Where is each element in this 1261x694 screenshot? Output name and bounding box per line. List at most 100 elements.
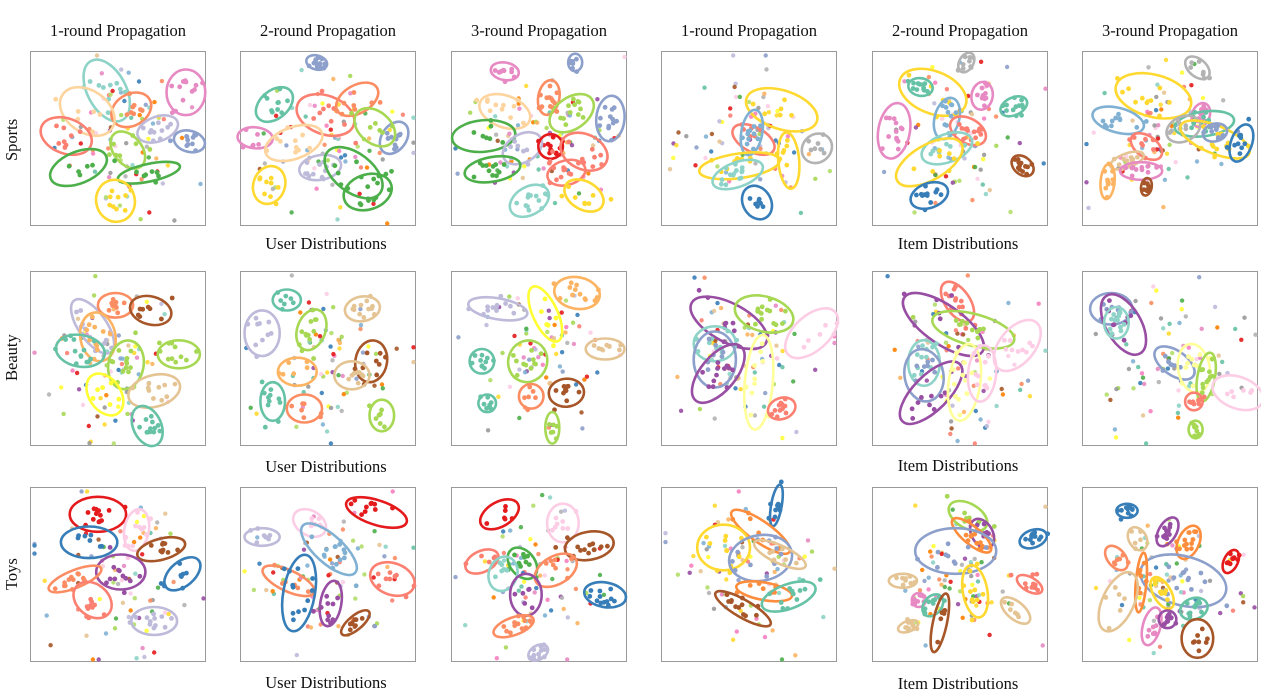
cluster-point (492, 68, 498, 73)
cluster-point (730, 559, 735, 564)
data-point (307, 102, 313, 108)
cluster-point (101, 85, 106, 90)
cluster-point (1139, 167, 1145, 173)
cluster-point (1184, 546, 1190, 552)
cluster-point (937, 148, 942, 153)
cluster-point (975, 335, 981, 341)
data-point (152, 99, 157, 105)
cluster-point (956, 396, 961, 402)
cluster-ellipse (94, 178, 137, 224)
data-point (948, 419, 954, 424)
cluster-ellipse (464, 548, 500, 575)
cluster-point (575, 112, 581, 117)
cluster-point (471, 174, 477, 180)
data-point (139, 177, 144, 182)
data-point (588, 330, 593, 335)
data-point (981, 116, 987, 121)
cluster-point (525, 204, 530, 209)
cluster-point (566, 171, 572, 176)
cluster-ellipse (948, 115, 988, 147)
data-point (764, 67, 769, 72)
cluster-point (164, 394, 170, 400)
data-point (777, 362, 782, 368)
cluster-ellipse (896, 618, 920, 634)
cluster-point (95, 347, 100, 353)
data-point (355, 546, 361, 551)
cluster-point (110, 297, 116, 302)
cluster-point (522, 554, 527, 560)
cluster-point (91, 109, 97, 115)
data-point (515, 123, 521, 128)
data-point (154, 156, 159, 161)
cluster-point (972, 587, 978, 593)
data-point (813, 367, 818, 372)
data-point (329, 561, 335, 566)
cluster-point (946, 151, 952, 156)
cluster-ellipse (527, 285, 564, 343)
cluster-point (1166, 611, 1172, 617)
data-point (138, 535, 143, 540)
data-point (150, 361, 155, 367)
data-point (597, 572, 603, 578)
data-point (32, 551, 37, 556)
data-point (379, 382, 385, 387)
cluster-point (586, 201, 592, 207)
cluster-point (133, 523, 138, 529)
data-point (980, 182, 985, 187)
cluster-point (1174, 585, 1180, 591)
data-point (1086, 205, 1091, 211)
cluster-point (602, 104, 608, 110)
data-point (791, 379, 796, 384)
data-point (675, 572, 681, 577)
data-point (773, 303, 778, 308)
data-point (1036, 301, 1041, 306)
scatter-plot (663, 479, 837, 662)
cluster-point (107, 82, 113, 88)
cluster-point (554, 177, 559, 183)
cluster-point (942, 390, 948, 396)
data-point (314, 186, 319, 191)
cluster-point (56, 141, 62, 146)
scatter-panel-toys-user-1round (30, 487, 206, 662)
data-point (377, 542, 382, 548)
cluster-point (914, 363, 920, 369)
data-point (622, 54, 627, 60)
cluster-point (982, 359, 988, 365)
cluster-point (962, 360, 967, 366)
cluster-point (1030, 540, 1035, 546)
cluster-point (550, 527, 555, 533)
data-point (564, 558, 569, 564)
cluster-point (80, 575, 86, 581)
data-point (709, 149, 714, 154)
data-point (86, 423, 91, 429)
data-point (517, 106, 522, 111)
cluster-point (617, 347, 622, 353)
data-point (48, 643, 53, 648)
cluster-point (983, 545, 989, 550)
cluster-point (759, 304, 765, 310)
cluster-point (784, 143, 790, 149)
data-point (122, 98, 127, 104)
data-point (517, 415, 522, 421)
cluster-point (354, 370, 360, 376)
data-point (1043, 86, 1048, 91)
data-point (1000, 392, 1006, 397)
cluster-point (184, 134, 190, 139)
data-point (1176, 415, 1181, 420)
cluster-point (1116, 111, 1121, 117)
data-point (518, 525, 524, 530)
cluster-point (539, 104, 545, 110)
cluster-point (257, 175, 263, 181)
cluster-point (1192, 639, 1197, 645)
data-point (289, 210, 294, 215)
cluster-point (982, 383, 988, 388)
cluster-point (953, 296, 959, 301)
cluster-point (755, 306, 761, 312)
scatter-panel-toys-user-2round (240, 487, 417, 662)
cluster-point (85, 510, 91, 515)
cluster-point (1203, 640, 1209, 645)
cluster-point (751, 124, 757, 129)
cluster-point (159, 397, 165, 403)
cluster-point (75, 109, 81, 114)
cluster-point (1201, 114, 1206, 120)
